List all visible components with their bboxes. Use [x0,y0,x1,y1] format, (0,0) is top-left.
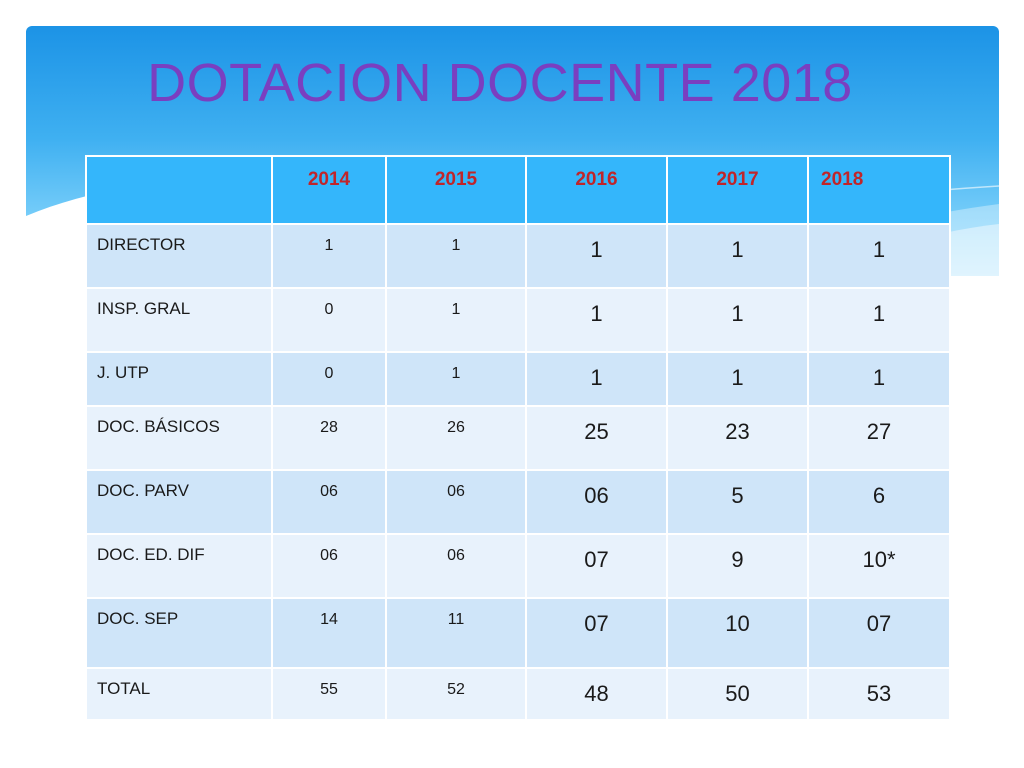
table-cell: 1 [525,287,668,353]
table-cell: 07 [525,597,668,669]
year-header: 2018 [807,155,951,225]
year-header: 2014 [271,155,387,225]
table-cell: 07 [525,533,668,599]
corner-header-cell [85,155,273,225]
row-label: DOC. SEP [85,597,273,669]
table-row-total: TOTAL 55 52 48 50 53 [85,667,951,721]
row-label: J. UTP [85,351,273,407]
table-cell: 07 [807,597,951,669]
table-cell: 1 [385,287,527,353]
table-row: J. UTP 0 1 1 1 1 [85,351,951,407]
table-row: DOC. PARV 06 06 06 5 6 [85,469,951,535]
table-cell: 0 [271,351,387,407]
table-cell: 1 [666,351,809,407]
staffing-table: 2014 2015 2016 2017 2018 DIRECTOR 1 1 1 … [85,155,951,721]
table-cell: 26 [385,405,527,471]
table-cell: 14 [271,597,387,669]
year-header: 2017 [666,155,809,225]
table-cell: 06 [385,469,527,535]
table-cell: 1 [525,223,668,289]
row-label: TOTAL [85,667,273,721]
table-cell: 48 [525,667,668,721]
table-cell: 1 [807,351,951,407]
table-cell: 1 [666,287,809,353]
header-row: 2014 2015 2016 2017 2018 [85,155,951,225]
table-cell: 23 [666,405,809,471]
row-label: DOC. BÁSICOS [85,405,273,471]
year-header: 2015 [385,155,527,225]
table-row: INSP. GRAL 0 1 1 1 1 [85,287,951,353]
table-cell: 10 [666,597,809,669]
table-row: DIRECTOR 1 1 1 1 1 [85,223,951,289]
table-cell: 1 [385,351,527,407]
page-title: DOTACION DOCENTE 2018 [147,53,853,113]
table-cell: 9 [666,533,809,599]
table-cell: 55 [271,667,387,721]
year-header: 2016 [525,155,668,225]
table-cell: 06 [525,469,668,535]
table-cell: 27 [807,405,951,471]
table-cell: 06 [271,469,387,535]
table-cell: 06 [271,533,387,599]
table-cell: 06 [385,533,527,599]
table-cell: 1 [525,351,668,407]
row-label: DOC. PARV [85,469,273,535]
table-cell: 1 [271,223,387,289]
table-cell: 25 [525,405,668,471]
table-cell: 10* [807,533,951,599]
table-cell: 1 [807,223,951,289]
table-cell: 6 [807,469,951,535]
table-cell: 50 [666,667,809,721]
table-cell: 1 [666,223,809,289]
row-label: INSP. GRAL [85,287,273,353]
row-label: DOC. ED. DIF [85,533,273,599]
table-cell: 11 [385,597,527,669]
table-row: DOC. BÁSICOS 28 26 25 23 27 [85,405,951,471]
table-row: DOC. ED. DIF 06 06 07 9 10* [85,533,951,599]
table-cell: 1 [807,287,951,353]
table-cell: 0 [271,287,387,353]
table-cell: 52 [385,667,527,721]
table-cell: 1 [385,223,527,289]
table-cell: 53 [807,667,951,721]
table-cell: 5 [666,469,809,535]
row-label: DIRECTOR [85,223,273,289]
table-cell: 28 [271,405,387,471]
table-row: DOC. SEP 14 11 07 10 07 [85,597,951,669]
